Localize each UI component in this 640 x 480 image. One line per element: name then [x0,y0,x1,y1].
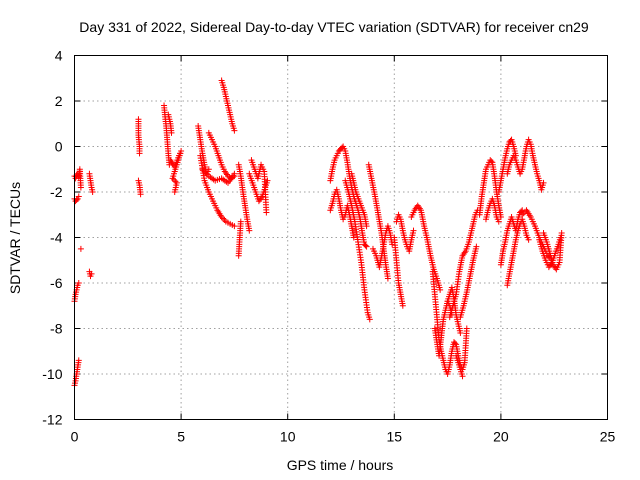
y-tick-label: -10 [42,366,62,382]
data-point [366,316,373,323]
data-point [363,223,370,230]
data-point [221,217,228,224]
data-point [75,357,82,364]
data-point [168,129,175,136]
data-point [88,270,95,277]
y-axis-label: SDTVAR / TECUs [7,182,23,294]
x-tick-label: 15 [387,429,403,445]
y-tick-label: 0 [55,139,63,155]
data-point [488,158,495,165]
data-point [77,184,84,191]
data-point [437,286,444,293]
data-point [399,302,406,309]
data-point [246,227,253,234]
data-point [463,325,470,332]
y-tick-label: 2 [55,93,63,109]
data-point [410,227,417,234]
data-point [231,127,238,134]
data-point [136,150,143,157]
x-tick-label: 20 [493,429,509,445]
data-point [231,170,238,177]
y-tick-label: -4 [50,230,63,246]
data-point [473,243,480,250]
data-point [137,191,144,198]
data-point [525,236,532,243]
chart-title: Day 331 of 2022, Sidereal Day-to-day VTE… [79,19,589,35]
y-tick-label: 4 [55,48,63,64]
data-point [495,218,502,225]
y-tick-label: -8 [50,321,63,337]
x-tick-label: 10 [280,429,296,445]
data-point [457,330,464,337]
y-tick-label: -2 [50,184,63,200]
data-point [170,176,177,183]
data-point [263,209,270,216]
data-point [75,193,82,200]
x-tick-label: 0 [71,429,79,445]
data-point [75,280,82,286]
data-point [452,340,459,347]
data-point [77,245,84,252]
data-point [362,242,369,249]
x-tick-label: 5 [177,429,185,445]
data-point [172,178,179,185]
data-point [558,229,565,236]
x-axis-label: GPS time / hours [287,457,394,473]
data-point [237,218,244,225]
data-point [459,373,466,380]
data-point [89,189,96,195]
data-point [205,166,212,173]
data-point [171,189,178,195]
data-point [540,179,547,186]
plot-frame [74,55,608,420]
data-point [363,243,370,250]
y-tick-label: -6 [50,275,63,291]
data-point [350,234,357,241]
data-point [264,177,271,184]
data-point [231,223,238,230]
y-tick-label: -12 [42,412,62,428]
data-point [384,275,391,282]
x-tick-label: 25 [600,429,616,445]
data-points [71,77,565,389]
